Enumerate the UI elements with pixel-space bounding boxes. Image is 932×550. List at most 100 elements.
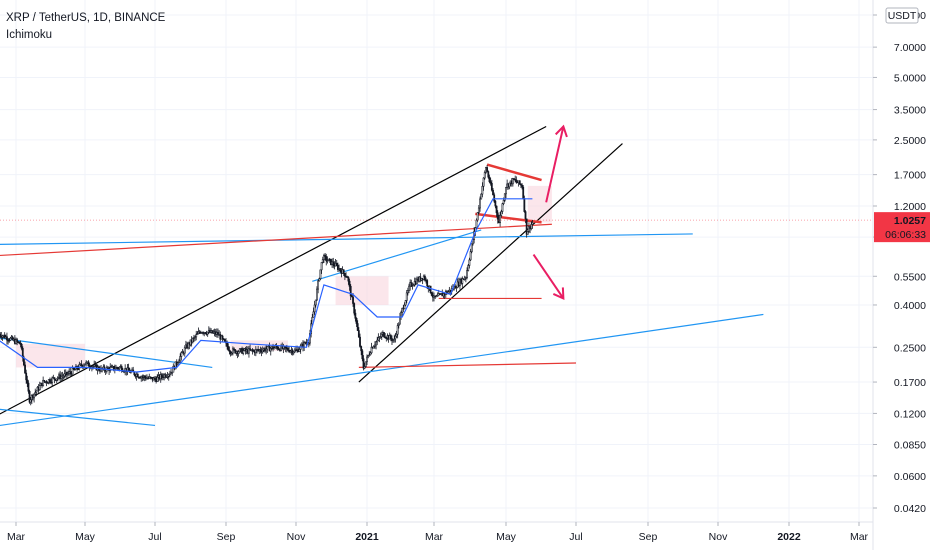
candle-318 [362, 355, 365, 371]
candle-body-65 [71, 367, 74, 375]
x-tick-label-7: May [496, 531, 517, 543]
candle-body-301 [342, 269, 345, 274]
candle-body-39 [42, 379, 45, 387]
candle-body-460 [526, 231, 529, 235]
candle-body-352 [401, 307, 404, 313]
candle-body-170 [191, 338, 194, 343]
cloud-area-2 [335, 276, 389, 305]
currency-badge-text: USDT [888, 10, 917, 22]
candle-163 [183, 345, 186, 357]
candle-352 [401, 307, 404, 316]
candle-body-12 [11, 336, 14, 341]
candle-137 [154, 376, 156, 382]
y-tick-label-15: 0.0420 [894, 503, 926, 515]
candle-body-409 [467, 265, 470, 271]
last-price-value: 1.0257 [894, 215, 926, 227]
candle-body-296 [337, 264, 339, 270]
candle-body-437 [500, 211, 503, 216]
candle-body-427 [488, 176, 491, 183]
candle-body-295 [335, 262, 338, 266]
candle-body-334 [380, 333, 383, 338]
candle-body-148 [166, 376, 169, 378]
indicator-name[interactable]: Ichimoku [6, 29, 53, 41]
currency-badge-box [885, 7, 919, 24]
candle-151 [170, 368, 172, 375]
drawings [0, 125, 764, 427]
candle-body-377 [429, 285, 432, 294]
candle-body-61 [67, 373, 69, 376]
candle-47 [51, 376, 54, 387]
candle-body-325 [370, 346, 373, 354]
candle-body-416 [475, 219, 478, 229]
candle-body-374 [426, 280, 429, 287]
candle-411 [469, 248, 472, 262]
candle-body-345 [393, 338, 396, 341]
arrows [532, 124, 568, 301]
candle-body-418 [477, 207, 480, 213]
candle-body-423 [483, 172, 486, 179]
candle-body-421 [481, 185, 484, 195]
candle-body-358 [408, 285, 410, 291]
candle-430 [492, 187, 494, 196]
candle-body-172 [194, 336, 196, 339]
candle-body-422 [482, 177, 485, 187]
trendline-11 [475, 212, 542, 224]
candle-body-378 [430, 292, 433, 296]
candle-body-457 [523, 198, 526, 212]
candle-body-214 [242, 350, 245, 354]
candle-173 [195, 330, 198, 341]
candle-175 [197, 327, 200, 335]
candle-433 [495, 205, 498, 217]
candle-231 [261, 346, 264, 354]
candle-423 [483, 170, 486, 180]
candle-body-25 [26, 379, 29, 384]
candle-458 [524, 210, 527, 224]
last-price-label: 1.0257 06:06:33 [0, 212, 930, 243]
candle-body-137 [154, 377, 156, 380]
candle-345 [393, 334, 396, 343]
cloud-area-0 [16, 343, 85, 368]
y-tick-label-10: 0.2500 [894, 342, 926, 354]
candle-174 [196, 331, 199, 335]
candle-body-410 [468, 259, 471, 266]
candle-330 [376, 336, 379, 346]
candle-body-404 [461, 278, 464, 284]
candle-57 [62, 373, 65, 380]
candle-453 [518, 180, 521, 186]
candle-27 [28, 389, 31, 404]
candle-body-257 [291, 349, 294, 354]
grid [0, 0, 873, 522]
candle-357 [406, 287, 409, 296]
candle-203 [229, 350, 232, 357]
candle-body-346 [394, 335, 397, 340]
candle-body-163 [183, 347, 186, 354]
x-tick-label-12: Mar [850, 531, 869, 543]
candle-447 [511, 177, 514, 187]
candle-body-229 [259, 349, 262, 352]
candle-316 [360, 345, 363, 356]
candle-314 [357, 327, 360, 338]
candle-49 [53, 377, 56, 384]
candle-142 [159, 371, 162, 383]
candle-body-305 [347, 277, 350, 282]
candle-body-146 [164, 374, 167, 378]
candle-body-349 [397, 323, 400, 326]
candle-331 [377, 333, 380, 342]
trendline-8 [358, 362, 577, 369]
candle-body-51 [55, 378, 58, 381]
candle-271 [307, 341, 310, 348]
candle-253 [287, 345, 289, 352]
candle-349 [397, 322, 400, 329]
candle-body-276 [313, 304, 316, 313]
candle-body-271 [307, 342, 310, 345]
symbol-title[interactable]: XRP / TetherUS, 1D, BINANCE [6, 12, 166, 24]
candle-body-316 [360, 346, 363, 352]
x-axis: Mar May Jul Sep Nov 2021 Mar May Jul Sep Nov 2022 Ma… [0, 521, 932, 543]
candle-body-323 [368, 354, 371, 357]
candle-body-204 [230, 352, 233, 355]
candle-body-36 [38, 385, 41, 391]
candle-body-425 [486, 167, 489, 172]
currency-badge[interactable]: USDT [885, 7, 919, 24]
candle-body-278 [316, 288, 318, 301]
